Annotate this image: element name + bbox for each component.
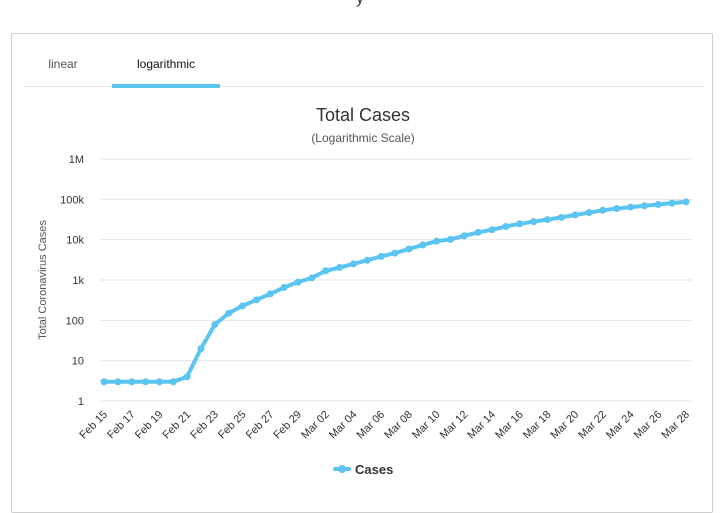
tab-logarithmic-label: logarithmic (136, 57, 196, 71)
data-point (571, 211, 579, 219)
data-point (502, 223, 510, 231)
x-tick-label: Mar 20 (549, 409, 582, 442)
x-tick-label: Feb 23 (188, 409, 221, 442)
data-point (377, 252, 385, 260)
y-tick-label: 10 (72, 356, 84, 368)
data-point (114, 378, 122, 386)
data-point (183, 373, 191, 381)
cases-chart: Total Cases (Logarithmic Scale) Total Coro… (37, 105, 692, 477)
data-point (460, 232, 468, 240)
x-tick-label: Feb 29 (271, 409, 304, 442)
x-tick-label: Feb 15 (77, 409, 110, 442)
x-tick-label: Mar 24 (604, 409, 637, 442)
chart-title: Total Cases (316, 105, 410, 125)
tab-logarithmic[interactable]: logarithmic (112, 44, 220, 88)
data-point (197, 345, 205, 353)
x-tick-label: Feb 27 (244, 409, 277, 442)
x-tick-label: Mar 16 (493, 409, 526, 442)
data-point (419, 241, 427, 249)
data-point (405, 245, 413, 253)
y-tick-label: 100 (66, 315, 84, 327)
tab-linear[interactable]: linear (24, 44, 102, 86)
data-point (266, 290, 274, 298)
data-point (280, 283, 288, 291)
data-point (682, 198, 690, 206)
data-point (613, 205, 621, 213)
data-point (530, 218, 538, 226)
x-tick-label: Feb 25 (216, 409, 249, 442)
data-point (391, 249, 399, 257)
x-tick-label: Feb 17 (105, 409, 138, 442)
y-tick-label: 100k (60, 194, 84, 206)
data-point (516, 220, 524, 228)
data-point (543, 216, 551, 224)
y-tick-label: 1k (72, 275, 84, 287)
data-point (336, 264, 344, 272)
data-point (308, 274, 316, 282)
x-tick-label: Mar 26 (632, 409, 665, 442)
data-point (169, 378, 177, 386)
x-tick-label: Mar 08 (382, 409, 415, 442)
chart-subtitle: (Logarithmic Scale) (311, 131, 414, 145)
series-line-cases (102, 199, 688, 384)
data-point (128, 378, 136, 386)
x-tick-label: Mar 04 (327, 409, 360, 442)
x-tick-label: Mar 22 (576, 409, 609, 442)
legend-label-cases: Cases (355, 462, 393, 477)
data-point (446, 235, 454, 243)
data-point (349, 260, 357, 268)
data-point (585, 209, 593, 217)
x-tick-label: Mar 10 (410, 409, 443, 442)
x-tick-label: Mar 14 (465, 409, 498, 442)
data-point (142, 378, 150, 386)
x-tick-label: Feb 19 (133, 409, 166, 442)
x-tick-label: Mar 28 (659, 409, 692, 442)
data-point (488, 226, 496, 234)
data-point (363, 256, 371, 264)
data-point (155, 378, 163, 386)
data-point (225, 309, 233, 317)
data-point (239, 302, 247, 310)
data-point (322, 267, 330, 275)
data-point (627, 203, 635, 211)
x-tick-label: Mar 02 (299, 409, 332, 442)
y-axis-label: Total Coronavirus Cases (37, 220, 49, 340)
x-tick-label: Feb 21 (161, 409, 194, 442)
y-tick-label: 10k (66, 235, 84, 247)
x-tick-label: Mar 06 (355, 409, 388, 442)
y-tick-label: 1M (69, 154, 84, 166)
data-point (100, 378, 108, 386)
data-point (557, 213, 565, 221)
legend-marker-cases (338, 465, 346, 473)
data-point (654, 201, 662, 209)
data-point (668, 199, 676, 207)
scale-tabs: linear logarithmic (24, 44, 704, 88)
data-point (211, 320, 219, 328)
data-point (294, 278, 302, 286)
data-point (252, 296, 260, 304)
data-point (640, 202, 648, 210)
data-point (599, 206, 607, 214)
y-tick-label: 1 (78, 396, 84, 408)
active-tab-indicator (112, 84, 220, 88)
x-tick-label: Mar 18 (521, 409, 554, 442)
tab-linear-label: linear (48, 57, 78, 71)
chart-card: linear logarithmic (11, 33, 713, 513)
x-tick-label: Mar 12 (438, 409, 471, 442)
data-point (474, 228, 482, 236)
data-point (433, 237, 441, 245)
page-heading-fragment: y (0, 0, 720, 7)
